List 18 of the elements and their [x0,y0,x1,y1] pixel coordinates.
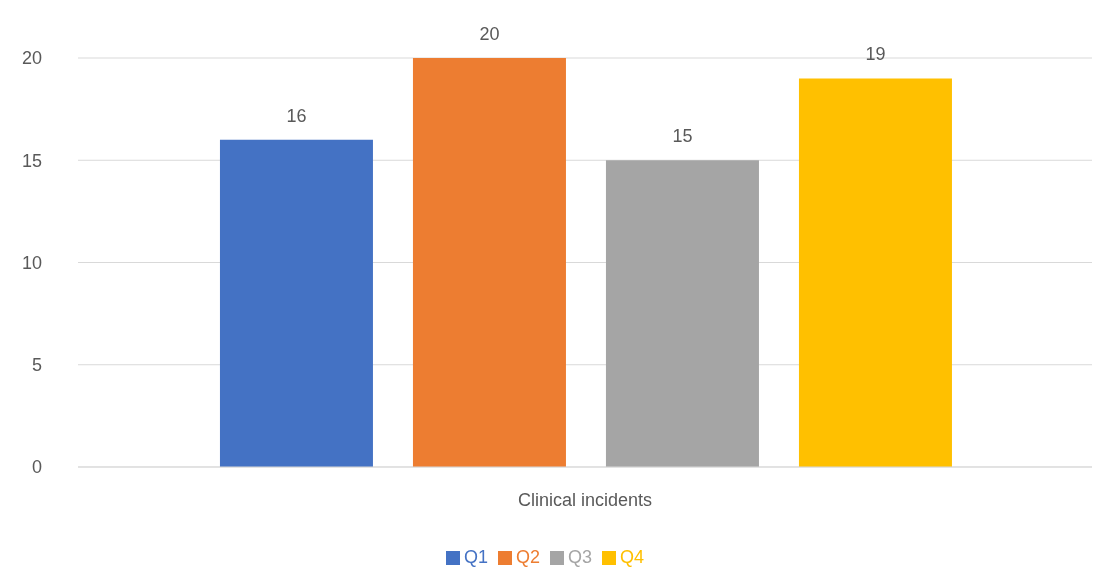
data-label: 15 [672,126,693,147]
legend-label: Q2 [515,547,540,567]
data-label: 19 [865,44,886,65]
y-tick-label: 5 [31,355,42,376]
bar [605,160,759,467]
bar [219,139,373,467]
legend-label: Q3 [568,547,593,567]
y-tick-label: 20 [21,48,42,69]
bar [798,78,952,467]
legend-label: Q4 [620,547,645,567]
data-label: 20 [479,24,500,44]
data-label: 16 [286,105,307,126]
y-tick-label: 0 [31,457,42,478]
y-tick-label: 15 [21,150,42,171]
y-tick-label: 10 [21,252,42,273]
bar [412,58,566,467]
x-tick-label: Clinical incidents [517,489,653,510]
legend-label: Q1 [463,547,488,567]
